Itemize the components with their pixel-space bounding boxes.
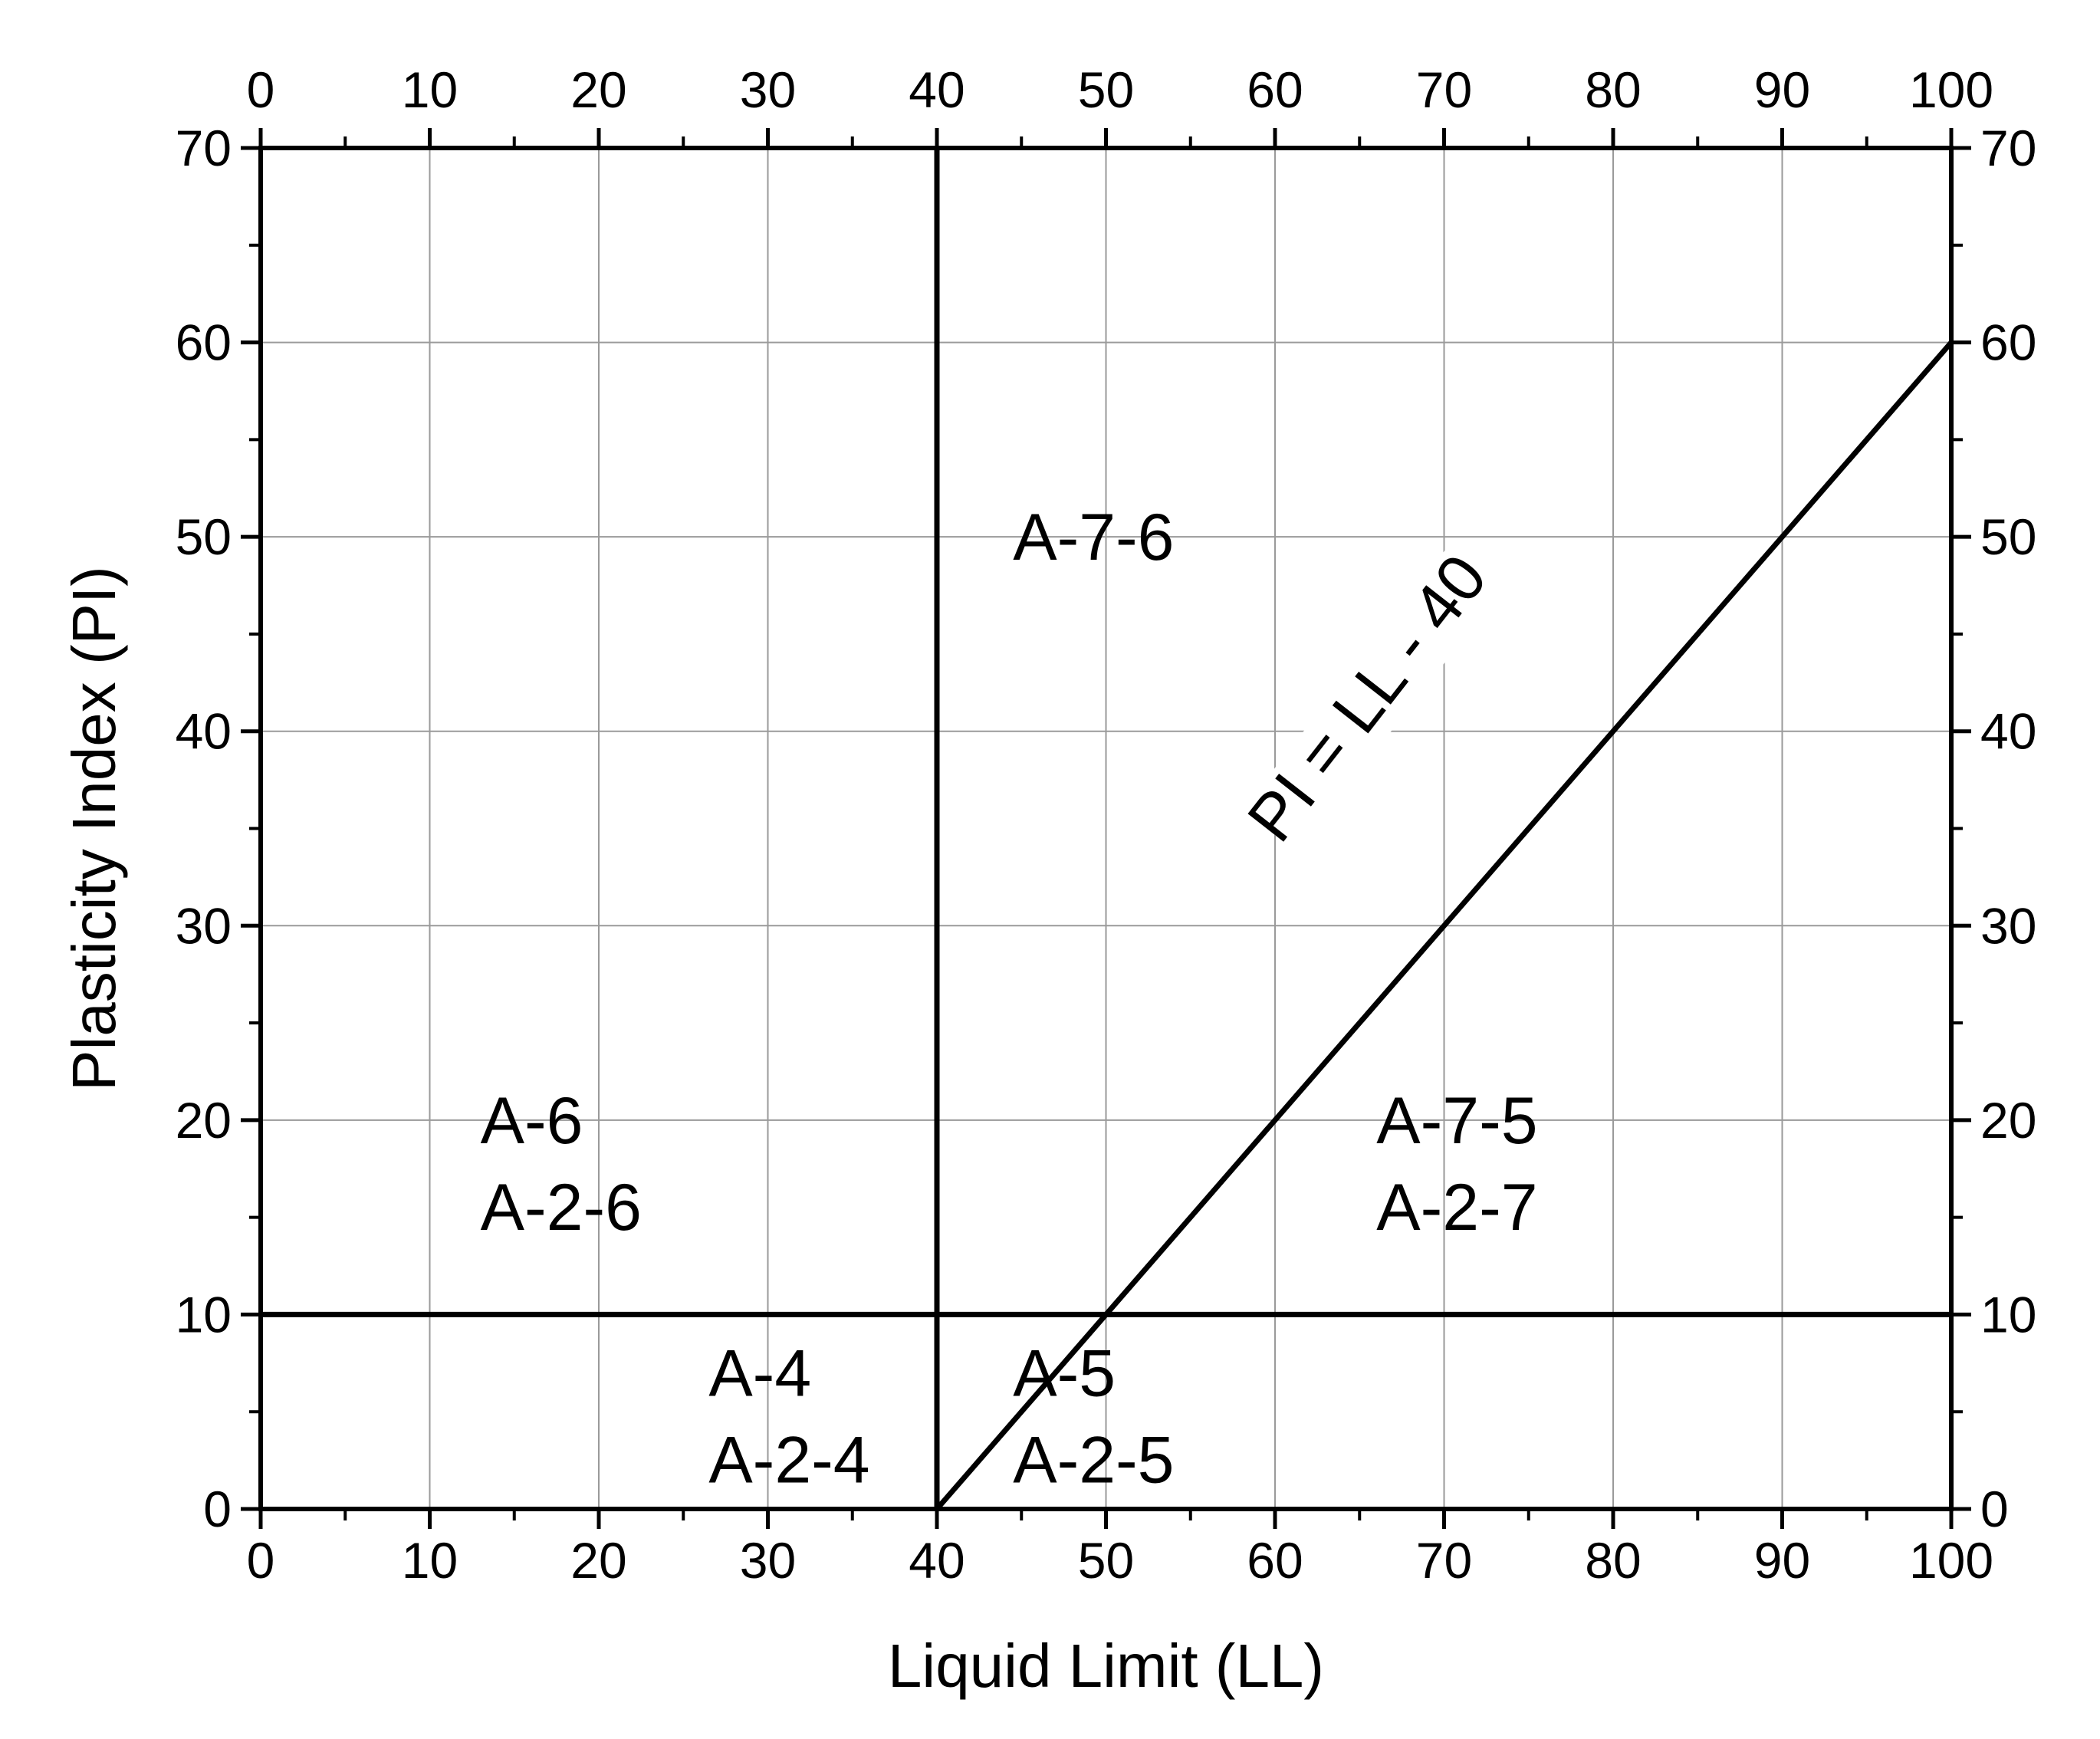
tick-layer	[241, 128, 1971, 1529]
pi-equals-ll-minus-40-line	[935, 340, 1954, 1511]
region-label-line: A-7-5	[1376, 1084, 1537, 1158]
region-label: A-4 A-2-4	[708, 1337, 869, 1497]
line-label-background	[1242, 550, 1500, 853]
x-tick-label-bottom: 50	[1078, 1532, 1134, 1589]
y-tick-label-left: 50	[176, 508, 232, 565]
region-label: A-7-5 A-2-7	[1376, 1084, 1537, 1244]
region-label: A-6 A-2-6	[481, 1084, 642, 1244]
y-tick-label-right: 70	[1980, 120, 2036, 176]
x-tick-label-bottom: 70	[1416, 1532, 1472, 1589]
y-tick-label-left: 10	[176, 1286, 232, 1343]
x-tick-label-bottom: 60	[1247, 1532, 1303, 1589]
y-tick-label-left: 30	[176, 897, 232, 954]
x-tick-label-bottom: 80	[1585, 1532, 1641, 1589]
y-tick-label-left: 20	[176, 1092, 232, 1149]
y-tick-label-right: 60	[1980, 314, 2036, 371]
x-tick-label-bottom: 20	[570, 1532, 626, 1589]
y-tick-label-right: 10	[1980, 1286, 2036, 1343]
y-tick-label-right: 0	[1980, 1481, 2009, 1537]
region-label-line: A-7-6	[1013, 501, 1174, 574]
y-tick-label-right: 30	[1980, 897, 2036, 954]
grid-layer	[260, 147, 1952, 1510]
y-tick-label-left: 70	[176, 120, 232, 176]
region-label-line: A-2-6	[481, 1171, 642, 1244]
x-tick-label-bottom: 10	[402, 1532, 458, 1589]
region-label-line: A-2-7	[1376, 1171, 1537, 1244]
line-label-text: PI = LL - 40	[1234, 541, 1501, 855]
x-tick-label-top: 50	[1078, 61, 1134, 118]
y-tick-label-right: 20	[1980, 1092, 2036, 1149]
x-tick-label-top: 60	[1247, 61, 1303, 118]
y-axis-title: Plasticity Index (PI)	[60, 566, 128, 1091]
region-label-line: A-5	[1013, 1337, 1116, 1411]
x-tick-label-bottom: 0	[247, 1532, 275, 1589]
x-tick-label-top: 80	[1585, 61, 1641, 118]
line-label-group: PI = LL - 40	[1234, 541, 1501, 855]
x-tick-label-top: 90	[1754, 61, 1810, 118]
x-tick-label-bottom: 100	[1909, 1532, 1993, 1589]
series-layer	[261, 148, 1954, 1511]
y-tick-label-right: 40	[1980, 703, 2036, 760]
label-layer: 0010102020303040405050606070708080909010…	[176, 61, 2037, 1589]
x-tick-label-top: 0	[247, 61, 275, 118]
x-tick-label-bottom: 30	[740, 1532, 796, 1589]
x-tick-label-bottom: 90	[1754, 1532, 1810, 1589]
region-label-line: A-4	[708, 1337, 811, 1411]
region-label: A-5 A-2-5	[1013, 1337, 1174, 1497]
x-tick-label-top: 10	[402, 61, 458, 118]
x-tick-label-top: 70	[1416, 61, 1472, 118]
x-tick-label-bottom: 40	[909, 1532, 965, 1589]
y-tick-label-left: 60	[176, 314, 232, 371]
region-label-line: A-2-4	[708, 1424, 869, 1497]
x-tick-label-top: 30	[740, 61, 796, 118]
y-tick-label-left: 0	[203, 1481, 232, 1537]
y-tick-label-right: 50	[1980, 508, 2036, 565]
x-tick-label-top: 100	[1909, 61, 1993, 118]
x-tick-label-top: 40	[909, 61, 965, 118]
region-label: A-7-6	[1013, 501, 1174, 574]
x-axis-title: Liquid Limit (LL)	[888, 1632, 1324, 1700]
region-label-line: A-6	[481, 1084, 583, 1158]
region-label-line: A-2-5	[1013, 1424, 1174, 1497]
x-tick-label-top: 20	[570, 61, 626, 118]
y-tick-label-left: 40	[176, 703, 232, 760]
